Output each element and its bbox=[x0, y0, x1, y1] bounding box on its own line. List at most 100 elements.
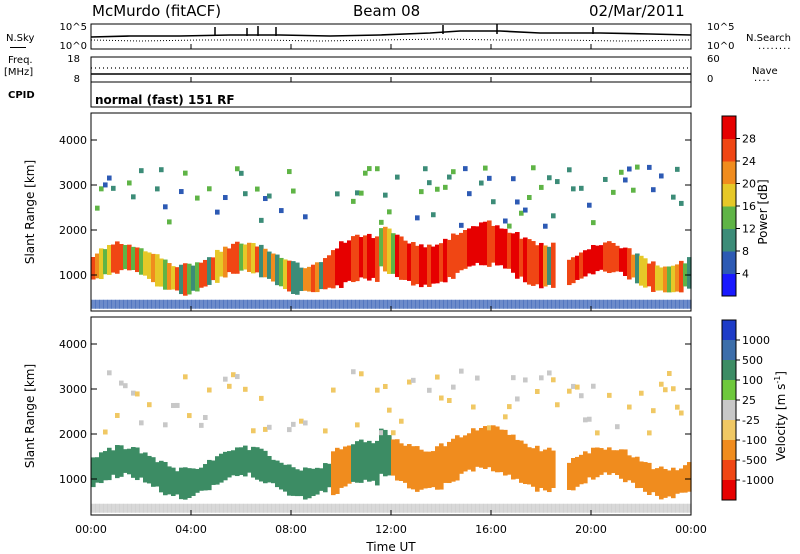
heatmap-cell bbox=[179, 264, 184, 295]
heatmap-cell bbox=[479, 180, 484, 186]
heatmap-cell bbox=[231, 372, 236, 378]
heatmap-cell bbox=[243, 299, 248, 309]
heatmap-cell bbox=[571, 257, 576, 284]
colorbar-swatch bbox=[722, 480, 736, 501]
heatmap-cell bbox=[107, 503, 112, 513]
heatmap-cell bbox=[499, 299, 504, 309]
heatmap-cell bbox=[583, 417, 588, 423]
heatmap-cell bbox=[183, 503, 188, 513]
heatmap-cell bbox=[399, 443, 404, 481]
heatmap-cell bbox=[383, 226, 388, 272]
heatmap-cell bbox=[591, 244, 596, 275]
heatmap-cell bbox=[323, 463, 328, 493]
heatmap-cell bbox=[107, 175, 112, 181]
heatmap-cell bbox=[431, 246, 436, 284]
heatmap-cell bbox=[495, 225, 500, 266]
heatmap-cell bbox=[527, 239, 532, 285]
heatmap-cell bbox=[479, 222, 484, 266]
heatmap-cell bbox=[659, 466, 664, 500]
heatmap-cell bbox=[427, 451, 432, 488]
heatmap-cell bbox=[399, 503, 404, 513]
heatmap-cell bbox=[135, 299, 140, 309]
heatmap-cell bbox=[551, 450, 556, 489]
heatmap-cell bbox=[631, 187, 636, 193]
heatmap-cell bbox=[143, 503, 148, 513]
y-tick-label: 3000 bbox=[59, 179, 87, 192]
heatmap-cell bbox=[271, 253, 276, 282]
heatmap-cell bbox=[235, 166, 240, 172]
heatmap-cell bbox=[151, 299, 156, 309]
heatmap-cell bbox=[431, 212, 436, 218]
nave-label: Nave bbox=[752, 66, 778, 77]
heatmap-cell bbox=[187, 468, 192, 498]
heatmap-cell bbox=[595, 245, 600, 272]
heatmap-cell bbox=[523, 237, 528, 283]
heatmap-cell bbox=[427, 503, 432, 513]
heatmap-cell bbox=[395, 299, 400, 309]
heatmap-cell bbox=[451, 503, 456, 513]
heatmap-cell bbox=[279, 299, 284, 309]
heatmap-cell bbox=[535, 445, 540, 492]
heatmap-cell bbox=[531, 241, 536, 286]
heatmap-cell bbox=[647, 430, 652, 436]
heatmap-cell bbox=[255, 447, 260, 480]
heatmap-cell bbox=[103, 451, 108, 481]
heatmap-cell bbox=[615, 450, 620, 476]
heatmap-cell bbox=[347, 503, 352, 513]
colorbar-tick-label: 100 bbox=[742, 374, 763, 387]
heatmap-cell bbox=[415, 503, 420, 513]
heatmap-cell bbox=[415, 215, 420, 221]
noise-right-tick-top: 10^5 bbox=[707, 22, 734, 33]
heatmap-cell bbox=[387, 435, 392, 476]
velocity-heatmap bbox=[91, 368, 692, 513]
heatmap-cell bbox=[163, 422, 168, 428]
colorbar-tick-label: 28 bbox=[742, 133, 756, 146]
heatmap-cell bbox=[387, 299, 392, 309]
heatmap-cell bbox=[671, 194, 676, 200]
heatmap-cell bbox=[547, 447, 552, 493]
heatmap-cell bbox=[659, 503, 664, 513]
heatmap-cell bbox=[355, 503, 360, 513]
heatmap-cell bbox=[95, 299, 100, 309]
heatmap-cell bbox=[311, 468, 316, 497]
heatmap-cell bbox=[239, 243, 244, 271]
heatmap-cell bbox=[415, 245, 420, 285]
heatmap-cell bbox=[191, 503, 196, 513]
heatmap-cell bbox=[275, 503, 280, 513]
heatmap-cell bbox=[363, 503, 368, 513]
heatmap-cell bbox=[99, 299, 104, 309]
heatmap-cell bbox=[131, 246, 136, 270]
heatmap-cell bbox=[455, 435, 460, 481]
heatmap-cell bbox=[315, 503, 320, 513]
heatmap-cell bbox=[203, 259, 208, 287]
heatmap-cell bbox=[659, 299, 664, 309]
heatmap-cell bbox=[331, 387, 336, 393]
heatmap-cell bbox=[403, 240, 408, 280]
heatmap-cell bbox=[503, 299, 508, 309]
heatmap-cell bbox=[163, 461, 168, 496]
heatmap-cell bbox=[507, 434, 512, 475]
heatmap-cell bbox=[439, 443, 444, 490]
heatmap-cell bbox=[367, 233, 372, 281]
heatmap-cell bbox=[383, 383, 388, 389]
heatmap-cell bbox=[103, 182, 108, 188]
heatmap-cell bbox=[203, 503, 208, 513]
heatmap-cell bbox=[239, 299, 244, 309]
heatmap-cell bbox=[651, 503, 656, 513]
heatmap-cell bbox=[163, 503, 168, 513]
heatmap-cell bbox=[511, 233, 516, 273]
heatmap-cell bbox=[303, 299, 308, 309]
heatmap-cell bbox=[215, 503, 220, 513]
heatmap-cell bbox=[423, 451, 428, 489]
heatmap-cell bbox=[459, 232, 464, 271]
heatmap-cell bbox=[323, 428, 328, 434]
heatmap-cell bbox=[199, 467, 204, 491]
heatmap-cell bbox=[267, 503, 272, 513]
heatmap-cell bbox=[627, 404, 632, 410]
heatmap-cell bbox=[343, 242, 348, 283]
heatmap-cell bbox=[143, 251, 148, 276]
heatmap-cell bbox=[467, 228, 472, 267]
heatmap-cell bbox=[395, 174, 400, 180]
heatmap-cell bbox=[379, 428, 384, 474]
heatmap-cell bbox=[475, 430, 480, 467]
